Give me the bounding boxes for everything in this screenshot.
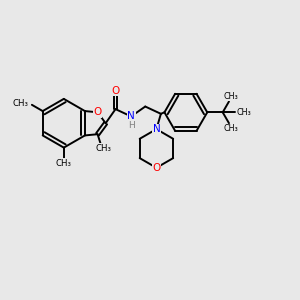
Text: H: H	[128, 121, 134, 130]
Text: O: O	[111, 86, 120, 96]
Text: CH₃: CH₃	[223, 92, 238, 101]
Text: N: N	[127, 111, 135, 122]
Text: CH₃: CH₃	[95, 144, 112, 153]
Text: CH₃: CH₃	[12, 99, 28, 108]
Text: N: N	[153, 124, 160, 134]
Text: CH₃: CH₃	[223, 124, 238, 133]
Text: O: O	[152, 163, 160, 173]
Text: CH₃: CH₃	[236, 108, 251, 117]
Text: CH₃: CH₃	[56, 159, 72, 168]
Text: O: O	[94, 107, 102, 117]
